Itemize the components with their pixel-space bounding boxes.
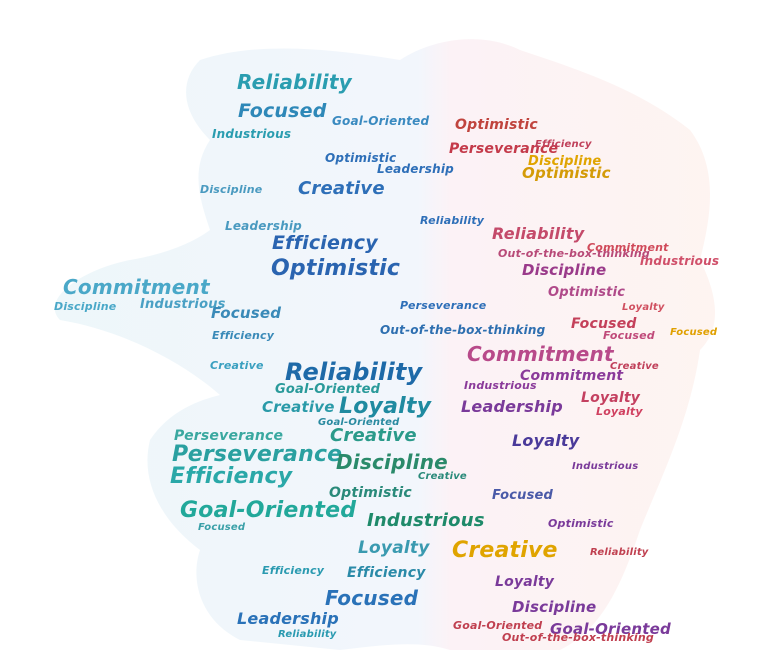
cloud-word: Optimistic [271, 256, 401, 281]
cloud-word: Leadership [377, 162, 454, 176]
cloud-word: Creative [298, 178, 385, 199]
cloud-word: Creative [610, 361, 659, 372]
cloud-word: Loyalty [339, 394, 432, 419]
cloud-word: Commitment [587, 241, 669, 254]
cloud-word: Industrious [212, 127, 292, 141]
cloud-word: Industrious [367, 510, 485, 531]
cloud-word: Creative [262, 398, 335, 416]
cloud-word: Reliability [420, 214, 485, 227]
cloud-word: Creative [418, 471, 467, 482]
cloud-word: Efficiency [535, 139, 592, 150]
cloud-word: Loyalty [495, 574, 555, 590]
cloud-word: Focused [325, 586, 419, 610]
cloud-word: Efficiency [170, 464, 293, 489]
cloud-word: Discipline [528, 154, 602, 169]
cloud-word: Focused [492, 488, 554, 503]
cloud-word: Goal-Oriented [318, 417, 400, 428]
cloud-word: Optimistic [325, 151, 397, 165]
cloud-word: Optimistic [548, 517, 614, 530]
cloud-word: Perseverance [449, 141, 559, 157]
cloud-word: Discipline [522, 261, 607, 279]
cloud-word: Discipline [200, 183, 263, 196]
cloud-word: Loyalty [596, 405, 643, 418]
cloud-word: Out-of-the-box-thinking [502, 631, 655, 644]
cloud-word: Perseverance [174, 428, 284, 444]
cloud-word: Goal-Oriented [550, 620, 671, 638]
cloud-word: Optimistic [329, 485, 412, 501]
cloud-word: Discipline [336, 450, 448, 474]
cloud-word: Loyalty [622, 302, 665, 313]
cloud-word: Industrious [640, 254, 720, 268]
cloud-word: Goal-Oriented [180, 498, 357, 523]
cloud-word: Optimistic [522, 164, 611, 182]
cloud-word: Reliability [590, 547, 649, 558]
cloud-word: Perseverance [172, 442, 343, 467]
cloud-word: Leadership [225, 219, 302, 233]
cloud-word: Optimistic [455, 117, 538, 133]
cloud-word: Efficiency [212, 329, 275, 342]
cloud-word: Reliability [237, 70, 352, 94]
cloud-word: Reliability [278, 629, 337, 640]
cloud-word: Creative [452, 538, 558, 563]
cloud-word: Loyalty [358, 538, 430, 558]
cloud-word: Industrious [140, 297, 226, 312]
cloud-word: Reliability [285, 358, 423, 386]
cloud-word: Discipline [512, 598, 597, 616]
cloud-word: Commitment [467, 342, 614, 366]
cloud-word: Focused [603, 329, 655, 342]
cloud-word: Discipline [54, 300, 117, 313]
cloud-word: Loyalty [581, 390, 641, 406]
cloud-word: Loyalty [512, 431, 580, 450]
cloud-word: Focused [211, 304, 282, 322]
cloud-word: Industrious [464, 379, 537, 392]
cloud-word: Leadership [461, 397, 563, 416]
cloud-word: Goal-Oriented [275, 382, 381, 397]
cloud-word: Creative [330, 425, 417, 446]
cloud-word: Industrious [572, 461, 639, 472]
cloud-word: Reliability [492, 224, 585, 243]
cloud-word: Optimistic [548, 285, 626, 300]
cloud-word: Leadership [237, 609, 339, 628]
cloud-word: Perseverance [400, 299, 487, 312]
cloud-word: Efficiency [262, 564, 325, 577]
cloud-word: Efficiency [347, 565, 426, 581]
cloud-word: Creative [210, 359, 264, 372]
cloud-word: Focused [238, 100, 327, 122]
cloud-word: Efficiency [272, 232, 378, 254]
cloud-word: Out-of-the-box-thinking [380, 323, 546, 337]
cloud-word: Goal-Oriented [332, 114, 430, 128]
cloud-word: Commitment [520, 368, 624, 384]
cloud-word: Commitment [63, 275, 210, 299]
cloud-word: Out-of-the-box-thinking [498, 247, 651, 260]
cloud-word: Focused [198, 522, 246, 533]
cloud-word: Focused [571, 316, 637, 332]
cloud-word: Goal-Oriented [453, 619, 543, 632]
cloud-word: Focused [670, 327, 718, 338]
